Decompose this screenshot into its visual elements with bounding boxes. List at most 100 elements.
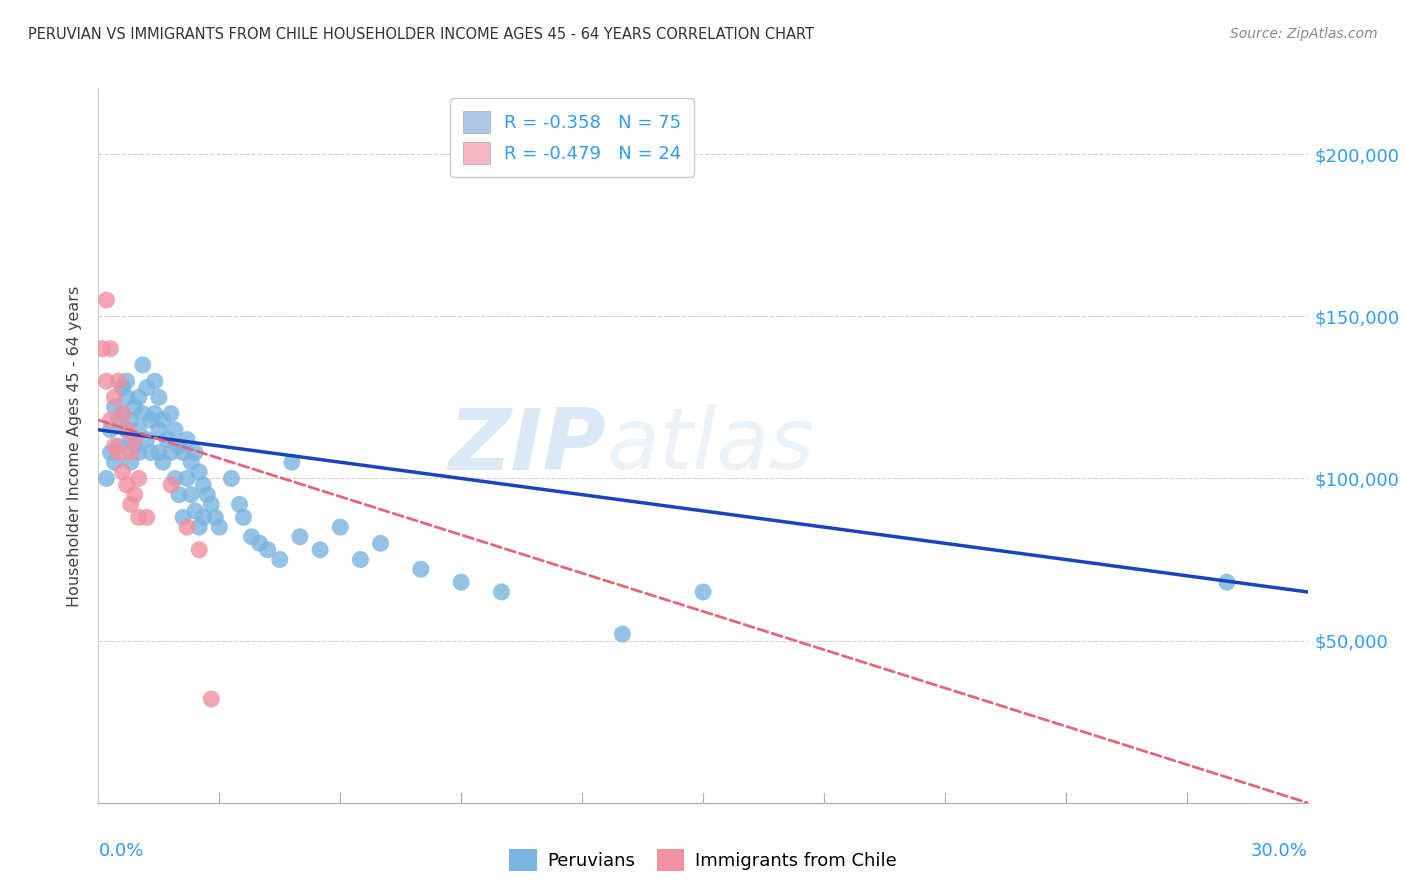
Point: [288, 530, 311, 544]
Legend: R = -0.358   N = 75, R = -0.479   N = 24: R = -0.358 N = 75, R = -0.479 N = 24: [450, 98, 695, 177]
Point: [128, 390, 150, 404]
Point: [409, 562, 432, 576]
Point: [115, 374, 138, 388]
Point: [128, 510, 150, 524]
Point: [124, 433, 146, 447]
Text: 30.0%: 30.0%: [1251, 842, 1308, 860]
Point: [309, 542, 332, 557]
Point: [176, 520, 198, 534]
Point: [115, 390, 138, 404]
Point: [1216, 575, 1239, 590]
Point: [152, 455, 174, 469]
Point: [103, 400, 125, 414]
Point: [103, 455, 125, 469]
Point: [172, 510, 194, 524]
Point: [450, 575, 472, 590]
Point: [107, 445, 129, 459]
Point: [148, 390, 170, 404]
Point: [148, 423, 170, 437]
Point: [221, 471, 243, 485]
Point: [491, 585, 513, 599]
Point: [96, 293, 118, 307]
Legend: Peruvians, Immigrants from Chile: Peruvians, Immigrants from Chile: [502, 842, 904, 879]
Point: [193, 478, 215, 492]
Point: [107, 439, 129, 453]
Text: 0.0%: 0.0%: [98, 842, 143, 860]
Point: [100, 423, 122, 437]
Point: [184, 504, 207, 518]
Point: [176, 433, 198, 447]
Point: [204, 510, 226, 524]
Point: [139, 445, 162, 459]
Text: PERUVIAN VS IMMIGRANTS FROM CHILE HOUSEHOLDER INCOME AGES 45 - 64 YEARS CORRELAT: PERUVIAN VS IMMIGRANTS FROM CHILE HOUSEH…: [28, 27, 814, 42]
Point: [200, 692, 222, 706]
Point: [103, 439, 125, 453]
Point: [124, 439, 146, 453]
Point: [160, 445, 183, 459]
Point: [188, 542, 211, 557]
Point: [111, 465, 134, 479]
Point: [167, 488, 190, 502]
Point: [180, 455, 202, 469]
Text: atlas: atlas: [606, 404, 814, 488]
Point: [124, 400, 146, 414]
Point: [148, 445, 170, 459]
Point: [115, 423, 138, 437]
Point: [163, 423, 186, 437]
Point: [184, 445, 207, 459]
Point: [115, 478, 138, 492]
Point: [111, 407, 134, 421]
Point: [139, 413, 162, 427]
Point: [249, 536, 271, 550]
Point: [120, 497, 142, 511]
Point: [120, 433, 142, 447]
Point: [349, 552, 371, 566]
Point: [156, 433, 179, 447]
Point: [232, 510, 254, 524]
Point: [107, 413, 129, 427]
Point: [208, 520, 231, 534]
Point: [163, 471, 186, 485]
Point: [120, 445, 142, 459]
Point: [135, 510, 157, 524]
Point: [281, 455, 304, 469]
Point: [115, 423, 138, 437]
Point: [228, 497, 250, 511]
Point: [256, 542, 278, 557]
Point: [128, 445, 150, 459]
Point: [132, 358, 155, 372]
Point: [200, 497, 222, 511]
Point: [160, 407, 183, 421]
Point: [269, 552, 291, 566]
Point: [329, 520, 352, 534]
Point: [370, 536, 392, 550]
Point: [96, 374, 118, 388]
Point: [195, 488, 218, 502]
Point: [91, 342, 114, 356]
Point: [111, 381, 134, 395]
Point: [612, 627, 634, 641]
Text: Source: ZipAtlas.com: Source: ZipAtlas.com: [1230, 27, 1378, 41]
Point: [188, 465, 211, 479]
Point: [107, 374, 129, 388]
Point: [111, 407, 134, 421]
Point: [172, 445, 194, 459]
Point: [167, 439, 190, 453]
Point: [152, 413, 174, 427]
Y-axis label: Householder Income Ages 45 - 64 years: Householder Income Ages 45 - 64 years: [67, 285, 83, 607]
Point: [193, 510, 215, 524]
Point: [143, 407, 166, 421]
Point: [100, 445, 122, 459]
Point: [103, 390, 125, 404]
Point: [160, 478, 183, 492]
Point: [188, 520, 211, 534]
Point: [124, 488, 146, 502]
Point: [143, 374, 166, 388]
Point: [120, 455, 142, 469]
Point: [176, 471, 198, 485]
Point: [120, 413, 142, 427]
Point: [135, 433, 157, 447]
Text: ZIP: ZIP: [449, 404, 606, 488]
Point: [96, 471, 118, 485]
Point: [100, 342, 122, 356]
